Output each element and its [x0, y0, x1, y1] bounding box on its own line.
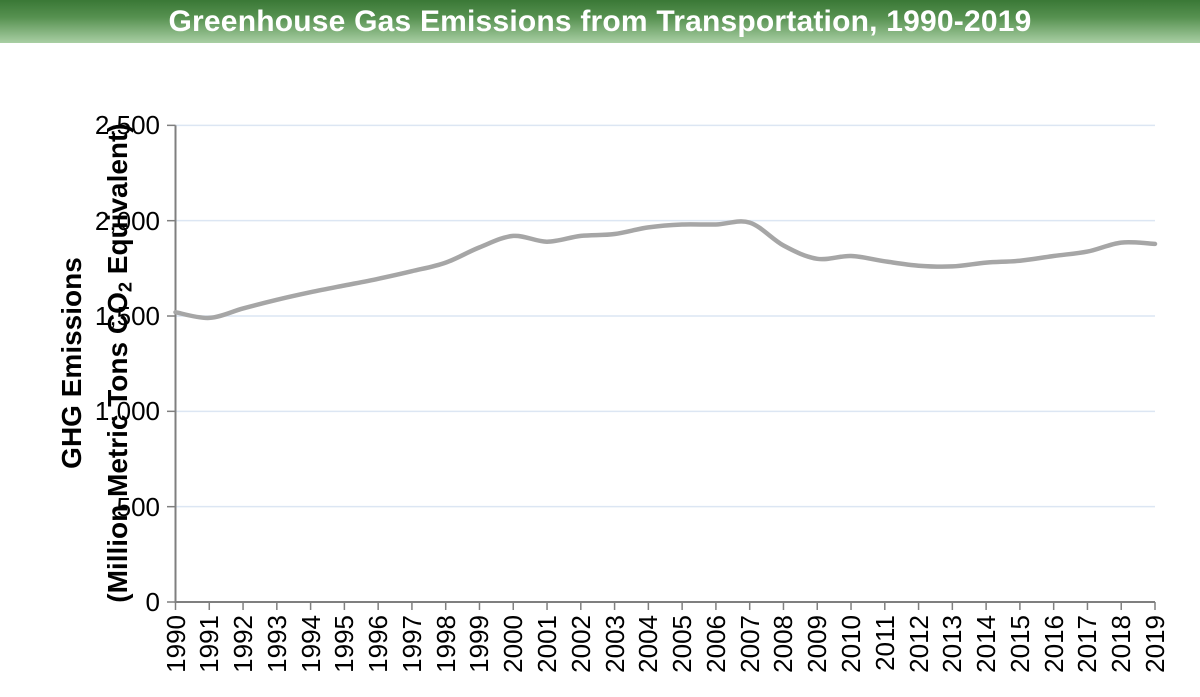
x-tick-label: 2001	[532, 615, 563, 673]
x-tick-label: 2014	[971, 615, 1002, 673]
x-tick-label: 1990	[160, 615, 191, 673]
x-tick-label: 2009	[802, 615, 833, 673]
x-tick-label: 1996	[363, 615, 394, 673]
y-tick-label: 2,500	[94, 110, 160, 141]
y-tick-label: 500	[116, 491, 160, 522]
y-tick-label: 1,500	[94, 301, 160, 331]
y-tick-label: 1,000	[94, 396, 160, 427]
x-tick-label: 2003	[599, 615, 630, 673]
x-tick-label: 2015	[1004, 615, 1035, 673]
x-tick-label: 2017	[1072, 615, 1103, 673]
x-tick-label: 2004	[633, 615, 664, 673]
x-tick-label: 2002	[565, 615, 596, 673]
x-tick-label: 1998	[430, 615, 461, 673]
x-tick-label: 1994	[295, 615, 326, 673]
chart-title-bar: Greenhouse Gas Emissions from Transporta…	[0, 0, 1200, 43]
x-tick-label: 1997	[396, 615, 427, 673]
x-tick-label: 2005	[667, 615, 698, 673]
x-tick-label: 1991	[194, 615, 225, 673]
x-tick-label: 2008	[768, 615, 799, 673]
x-tick-label: 1992	[228, 615, 259, 673]
x-tick-label: 1999	[464, 615, 495, 673]
y-tick-label: 2,000	[94, 205, 160, 236]
x-tick-label: 2019	[1140, 615, 1170, 673]
x-tick-label: 2007	[734, 615, 765, 673]
y-tick-label: 0	[145, 587, 160, 617]
x-tick-label: 2000	[498, 615, 529, 673]
x-tick-label: 2006	[700, 615, 731, 673]
chart-title: Greenhouse Gas Emissions from Transporta…	[168, 4, 1032, 38]
x-tick-label: 2013	[937, 615, 968, 673]
x-tick-label: 2018	[1106, 615, 1137, 673]
emissions-line	[173, 219, 1158, 321]
x-tick-label: 2016	[1038, 615, 1069, 673]
x-tick-label: 2010	[836, 615, 867, 673]
x-tick-label: 2011	[869, 615, 900, 671]
x-tick-label: 1993	[261, 615, 292, 673]
x-tick-label: 1995	[329, 615, 360, 673]
x-tick-label: 2012	[903, 615, 934, 673]
